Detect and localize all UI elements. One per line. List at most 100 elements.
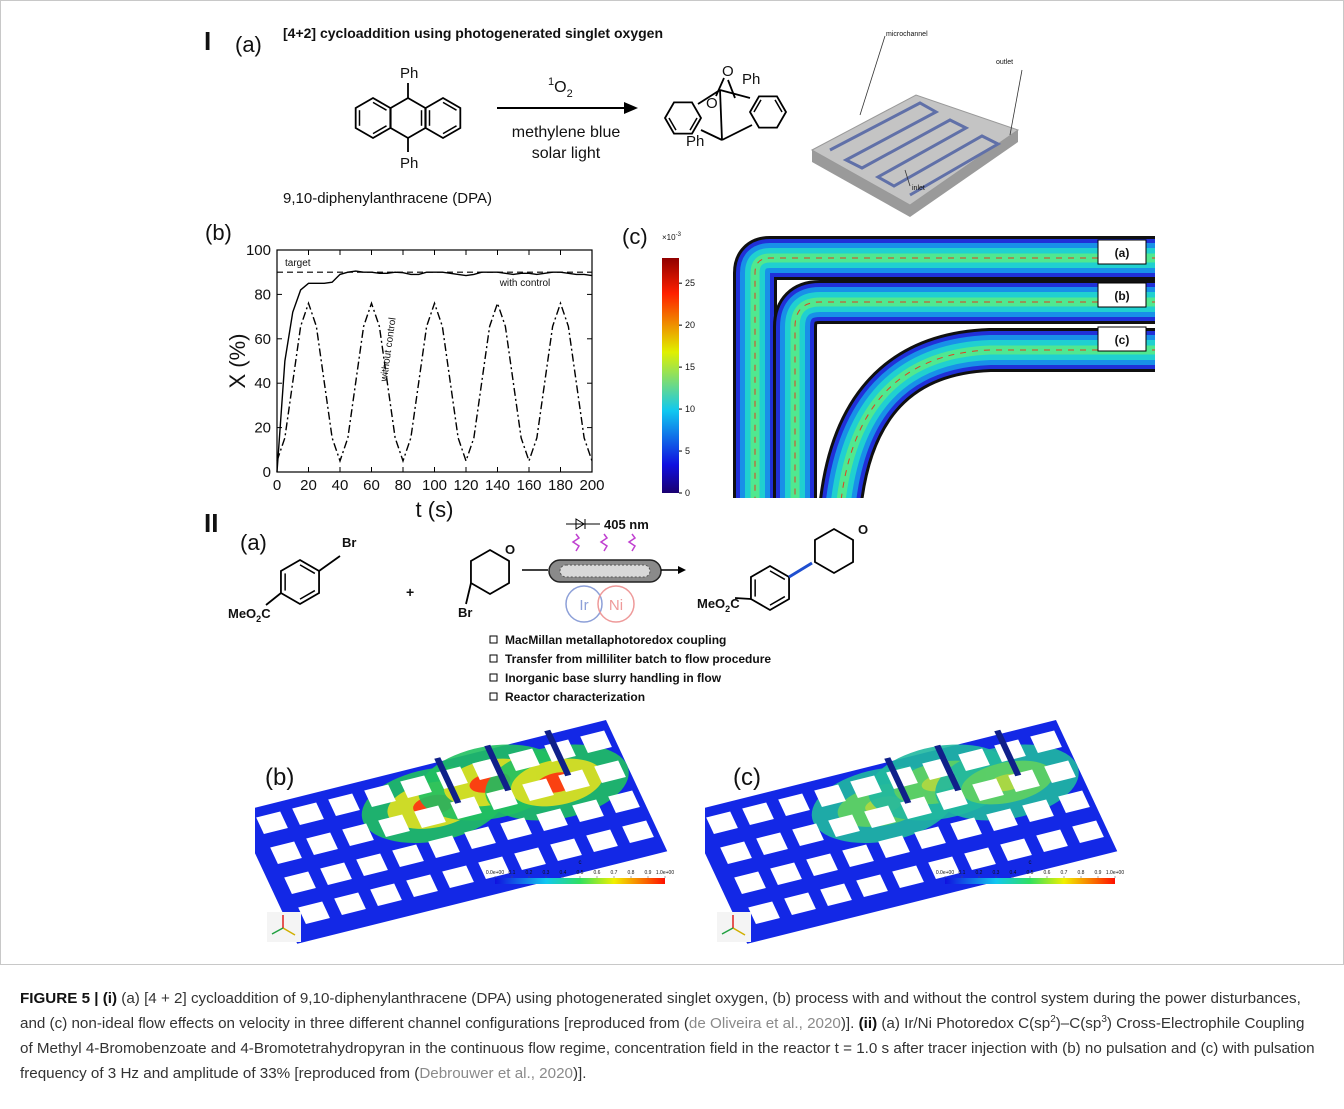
- plate: [234, 716, 667, 944]
- plate: [684, 716, 1117, 944]
- double-bond: [770, 597, 785, 606]
- sim-colorbar-tick-label: 0.7: [611, 870, 618, 876]
- x-tick-label: 120: [453, 477, 478, 494]
- sim-colorbar-tick-label: 0.0e+00: [936, 870, 954, 876]
- bullet-list: MacMillan metallaphotoredox couplingTran…: [490, 633, 771, 704]
- sim-colorbar: [945, 878, 1115, 884]
- ring: [281, 560, 319, 604]
- atom-label: Ph: [400, 155, 418, 172]
- atom-label: Br: [458, 605, 472, 620]
- atom-label: Ph: [400, 65, 418, 82]
- ring: [391, 98, 426, 138]
- condition: methylene blue: [512, 124, 621, 141]
- atom-label: MeO2C: [228, 606, 271, 624]
- panel-label: II: [204, 508, 218, 538]
- caption-run: )–C(sp: [1056, 1015, 1102, 1032]
- x-axis-label: t (s): [416, 497, 454, 522]
- y-tick-label: 100: [246, 242, 271, 259]
- velocity-field: [722, 228, 1170, 510]
- reactor-label: inlet: [912, 185, 925, 192]
- x-tick-label: 140: [485, 477, 510, 494]
- bullet-text: Transfer from milliliter batch to flow p…: [505, 652, 771, 666]
- x-tick-label: 0: [273, 477, 281, 494]
- ring: [750, 96, 786, 127]
- y-tick-label: 60: [254, 331, 271, 348]
- light-arrows: [573, 534, 635, 551]
- caption-run: (a) Ir/Ni Photoredox C(sp: [877, 1015, 1050, 1032]
- inset-label: (c): [1115, 333, 1130, 347]
- x-tick-label: 180: [548, 477, 573, 494]
- bullet-box: [490, 655, 497, 662]
- bond: [735, 598, 751, 599]
- colorbar-tick-label: 0: [685, 488, 690, 498]
- light-ray: [573, 534, 579, 551]
- multiplier-exponent: -3: [676, 232, 682, 238]
- compound-name: 9,10-diphenylanthracene (DPA): [283, 190, 492, 207]
- sim-colorbar-tick-label: 0.3: [993, 870, 1000, 876]
- reactor-label: microchannel: [886, 31, 928, 38]
- x-tick-label: 200: [579, 477, 604, 494]
- double-bond: [770, 571, 785, 580]
- bond: [720, 90, 722, 140]
- bond: [789, 563, 812, 577]
- double-bond: [443, 102, 457, 110]
- ester: MeO: [697, 596, 725, 611]
- bond: [266, 593, 281, 605]
- double-bond: [373, 126, 387, 134]
- reagent-main: O: [554, 79, 566, 96]
- figure-caption: FIGURE 5 | (i) (a) [4 + 2] cycloaddition…: [20, 986, 1320, 1086]
- sim-colorbar: [495, 878, 665, 884]
- y-tick-label: 20: [254, 420, 271, 437]
- caption-run: FIGURE 5 | (i): [20, 990, 117, 1007]
- caption-run[interactable]: de Oliveira et al., 2020: [689, 1015, 841, 1032]
- arrow-head: [678, 566, 686, 574]
- ring: [665, 102, 701, 133]
- bullet-text: Inorganic base slurry handling in flow: [505, 671, 722, 685]
- bullet-text: Reactor characterization: [505, 690, 645, 704]
- condition: solar light: [532, 145, 601, 162]
- y-tick-label: 40: [254, 375, 271, 392]
- light-ray: [601, 534, 607, 551]
- colorbar-multiplier: ×10-3: [662, 232, 682, 242]
- bond: [466, 583, 471, 604]
- atom-label: O: [722, 63, 734, 80]
- reagent: 1O2: [548, 76, 573, 100]
- caption-run: (ii): [859, 1015, 878, 1032]
- reference-label: target: [285, 258, 311, 269]
- sim-colorbar-tick-label: 0.5: [1027, 870, 1034, 876]
- ester-tail: C: [261, 606, 271, 621]
- x-tick-label: 40: [332, 477, 349, 494]
- y-tick-label: 0: [263, 464, 271, 481]
- subpanel-label: (c): [733, 764, 761, 791]
- double-bond: [300, 591, 315, 600]
- sim-colorbar-tick-label: 0.2: [976, 870, 983, 876]
- ring: [815, 529, 853, 573]
- caption-run[interactable]: Debrouwer et al., 2020: [419, 1065, 573, 1082]
- subpanel-label: (a): [240, 530, 267, 555]
- subpanel-label: (c): [622, 224, 648, 249]
- sim-colorbar-tick-label: 0.4: [1010, 870, 1017, 876]
- atom-label: O: [858, 522, 868, 537]
- sim-colorbar-tick-label: 0.6: [594, 870, 601, 876]
- bullet-box: [490, 693, 497, 700]
- atom-label: Ph: [686, 133, 704, 150]
- sim-colorbar-tick-label: 0.2: [526, 870, 533, 876]
- axis-box: [717, 912, 751, 942]
- sim-colorbar-tick-label: 0.0e+00: [486, 870, 504, 876]
- series-label: without control: [379, 317, 399, 383]
- catalyst-label: Ir: [579, 597, 588, 614]
- ester: MeO: [228, 606, 256, 621]
- sim-colorbar-tick-label: 1.0e+00: [656, 870, 674, 876]
- sim-colorbar-tick-label: 0.9: [1095, 870, 1102, 876]
- sim-colorbar-tick-label: 0.7: [1061, 870, 1068, 876]
- sim-colorbar-tick-label: 0.8: [628, 870, 635, 876]
- double-bond: [300, 565, 315, 574]
- atom-label: MeO2C: [697, 596, 740, 614]
- subpanel-label: (b): [205, 220, 232, 245]
- colorbar-tick-label: 20: [685, 320, 695, 330]
- x-tick-label: 60: [363, 477, 380, 494]
- arrow-head: [624, 102, 638, 114]
- inset-label: (a): [1115, 246, 1130, 260]
